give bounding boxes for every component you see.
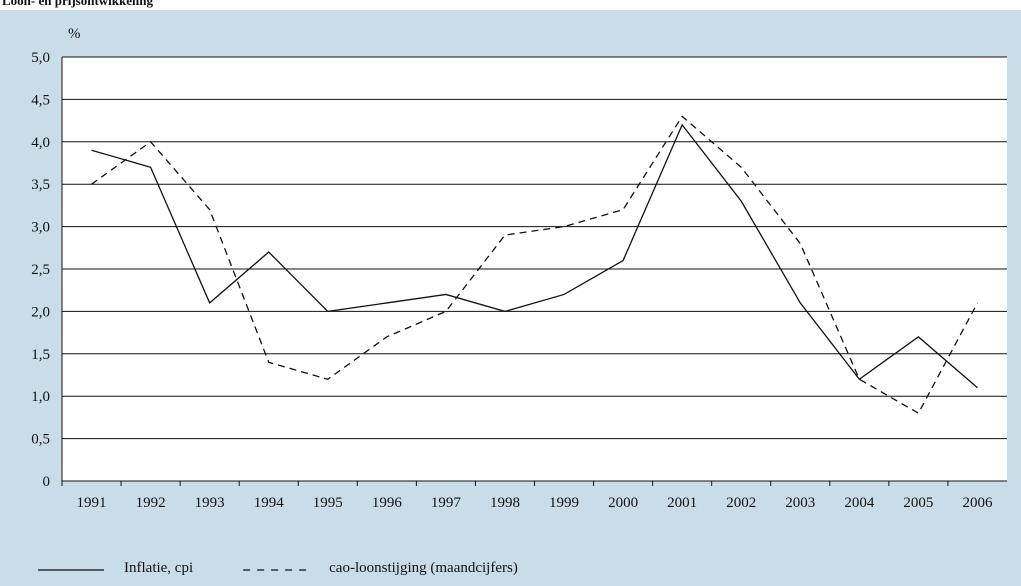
legend-label: cao-loonstijging (maandcijfers) bbox=[329, 560, 518, 576]
x-tick-label: 2001 bbox=[667, 495, 697, 511]
y-tick-label: 4,5 bbox=[31, 92, 50, 108]
x-tick-label: 1992 bbox=[136, 495, 166, 511]
x-tick-label: 2006 bbox=[962, 495, 993, 511]
x-tick-label: 1994 bbox=[254, 495, 285, 511]
x-tick-label: 2005 bbox=[903, 495, 933, 511]
y-tick-label: 3,5 bbox=[31, 177, 50, 193]
y-tick-label: 3,0 bbox=[31, 220, 50, 236]
x-tick-label: 1998 bbox=[490, 495, 520, 511]
x-tick-label: 1993 bbox=[195, 495, 225, 511]
x-tick-label: 2003 bbox=[785, 495, 815, 511]
y-tick-label: 2,0 bbox=[31, 304, 50, 320]
y-tick-label: 0 bbox=[43, 474, 51, 490]
x-tick-label: 2004 bbox=[844, 495, 875, 511]
y-tick-label: 2,5 bbox=[31, 262, 50, 278]
x-tick-label: 1997 bbox=[431, 495, 462, 511]
series-line bbox=[91, 115, 979, 415]
x-tick-label: 2002 bbox=[726, 495, 756, 511]
y-tick-label: 0,5 bbox=[31, 432, 50, 448]
y-tick-label: 1,0 bbox=[31, 389, 50, 405]
x-tick-label: 2000 bbox=[608, 495, 638, 511]
y-tick-label: 4,0 bbox=[31, 135, 50, 151]
x-tick-label: 1996 bbox=[372, 495, 403, 511]
y-tick-label: 5,0 bbox=[31, 50, 50, 66]
x-tick-label: 1995 bbox=[313, 495, 343, 511]
series-line bbox=[91, 123, 978, 389]
legend-label: Inflatie, cpi bbox=[124, 560, 193, 576]
y-tick-label: 1,5 bbox=[31, 347, 50, 363]
x-tick-label: 1999 bbox=[549, 495, 579, 511]
x-tick-label: 1991 bbox=[77, 495, 107, 511]
chart-title: Loon- en prijsontwikkeling bbox=[2, 0, 153, 8]
y-unit: % bbox=[68, 26, 81, 42]
